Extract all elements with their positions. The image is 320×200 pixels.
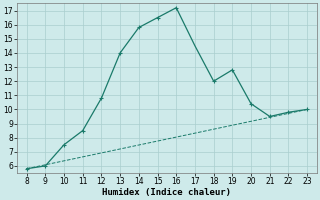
X-axis label: Humidex (Indice chaleur): Humidex (Indice chaleur) (102, 188, 231, 197)
